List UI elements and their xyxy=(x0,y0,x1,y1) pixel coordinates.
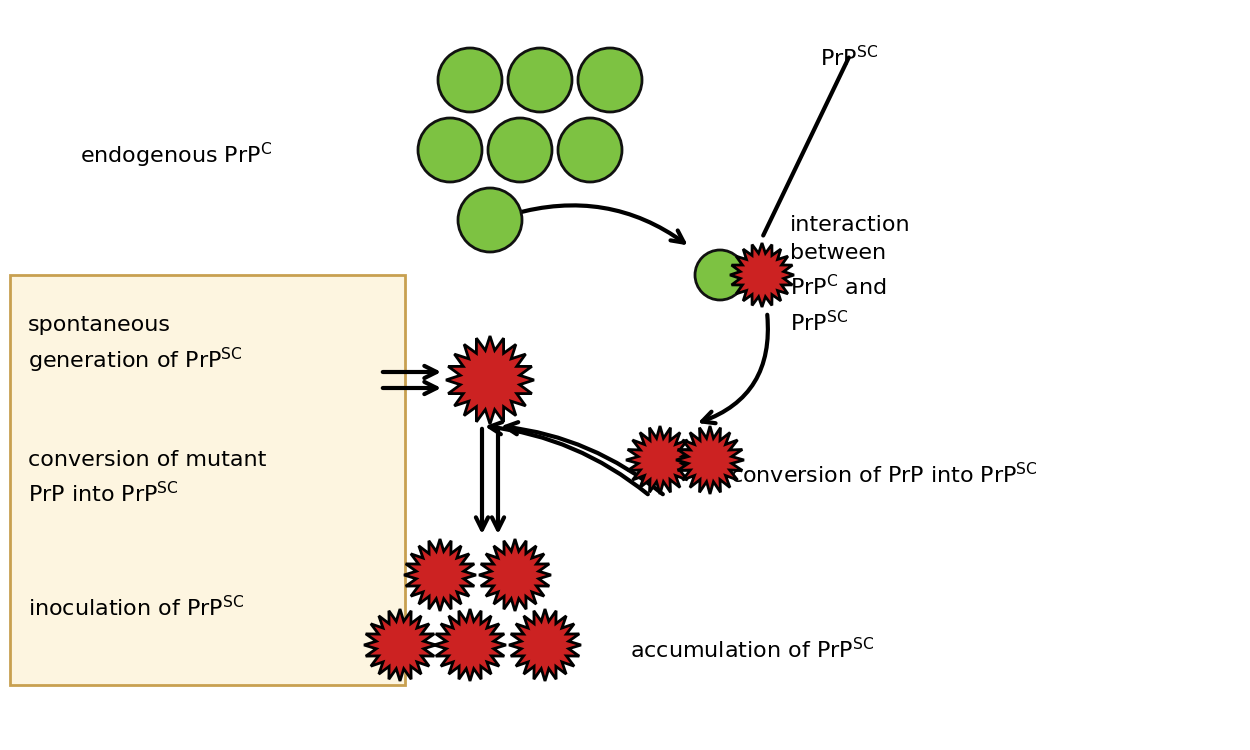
Circle shape xyxy=(458,188,522,252)
Text: conversion of PrP into PrP$^\mathregular{SC}$: conversion of PrP into PrP$^\mathregular… xyxy=(730,463,1038,488)
Circle shape xyxy=(695,250,745,300)
Circle shape xyxy=(558,118,622,182)
Text: interaction
between
PrP$^\mathregular{C}$ and
PrP$^\mathregular{SC}$: interaction between PrP$^\mathregular{C}… xyxy=(790,215,910,334)
Text: conversion of mutant
PrP into PrP$^\mathregular{SC}$: conversion of mutant PrP into PrP$^\math… xyxy=(28,450,266,506)
Text: inoculation of PrP$^\mathregular{SC}$: inoculation of PrP$^\mathregular{SC}$ xyxy=(28,595,244,620)
Polygon shape xyxy=(509,609,581,681)
Polygon shape xyxy=(676,426,744,494)
Text: accumulation of PrP$^\mathregular{SC}$: accumulation of PrP$^\mathregular{SC}$ xyxy=(630,638,874,662)
Polygon shape xyxy=(434,609,506,681)
Polygon shape xyxy=(404,539,476,611)
Circle shape xyxy=(418,118,482,182)
FancyBboxPatch shape xyxy=(10,275,405,685)
Circle shape xyxy=(508,48,572,112)
Polygon shape xyxy=(479,539,551,611)
Polygon shape xyxy=(364,609,436,681)
Polygon shape xyxy=(446,336,534,424)
Text: endogenous PrP$^\mathregular{C}$: endogenous PrP$^\mathregular{C}$ xyxy=(80,140,272,170)
Circle shape xyxy=(578,48,642,112)
Text: PrP$^\mathregular{SC}$: PrP$^\mathregular{SC}$ xyxy=(820,45,877,70)
Text: spontaneous
generation of PrP$^\mathregular{SC}$: spontaneous generation of PrP$^\mathregu… xyxy=(28,315,243,376)
Polygon shape xyxy=(730,243,794,307)
Circle shape xyxy=(438,48,503,112)
Polygon shape xyxy=(626,426,694,494)
Circle shape xyxy=(488,118,552,182)
